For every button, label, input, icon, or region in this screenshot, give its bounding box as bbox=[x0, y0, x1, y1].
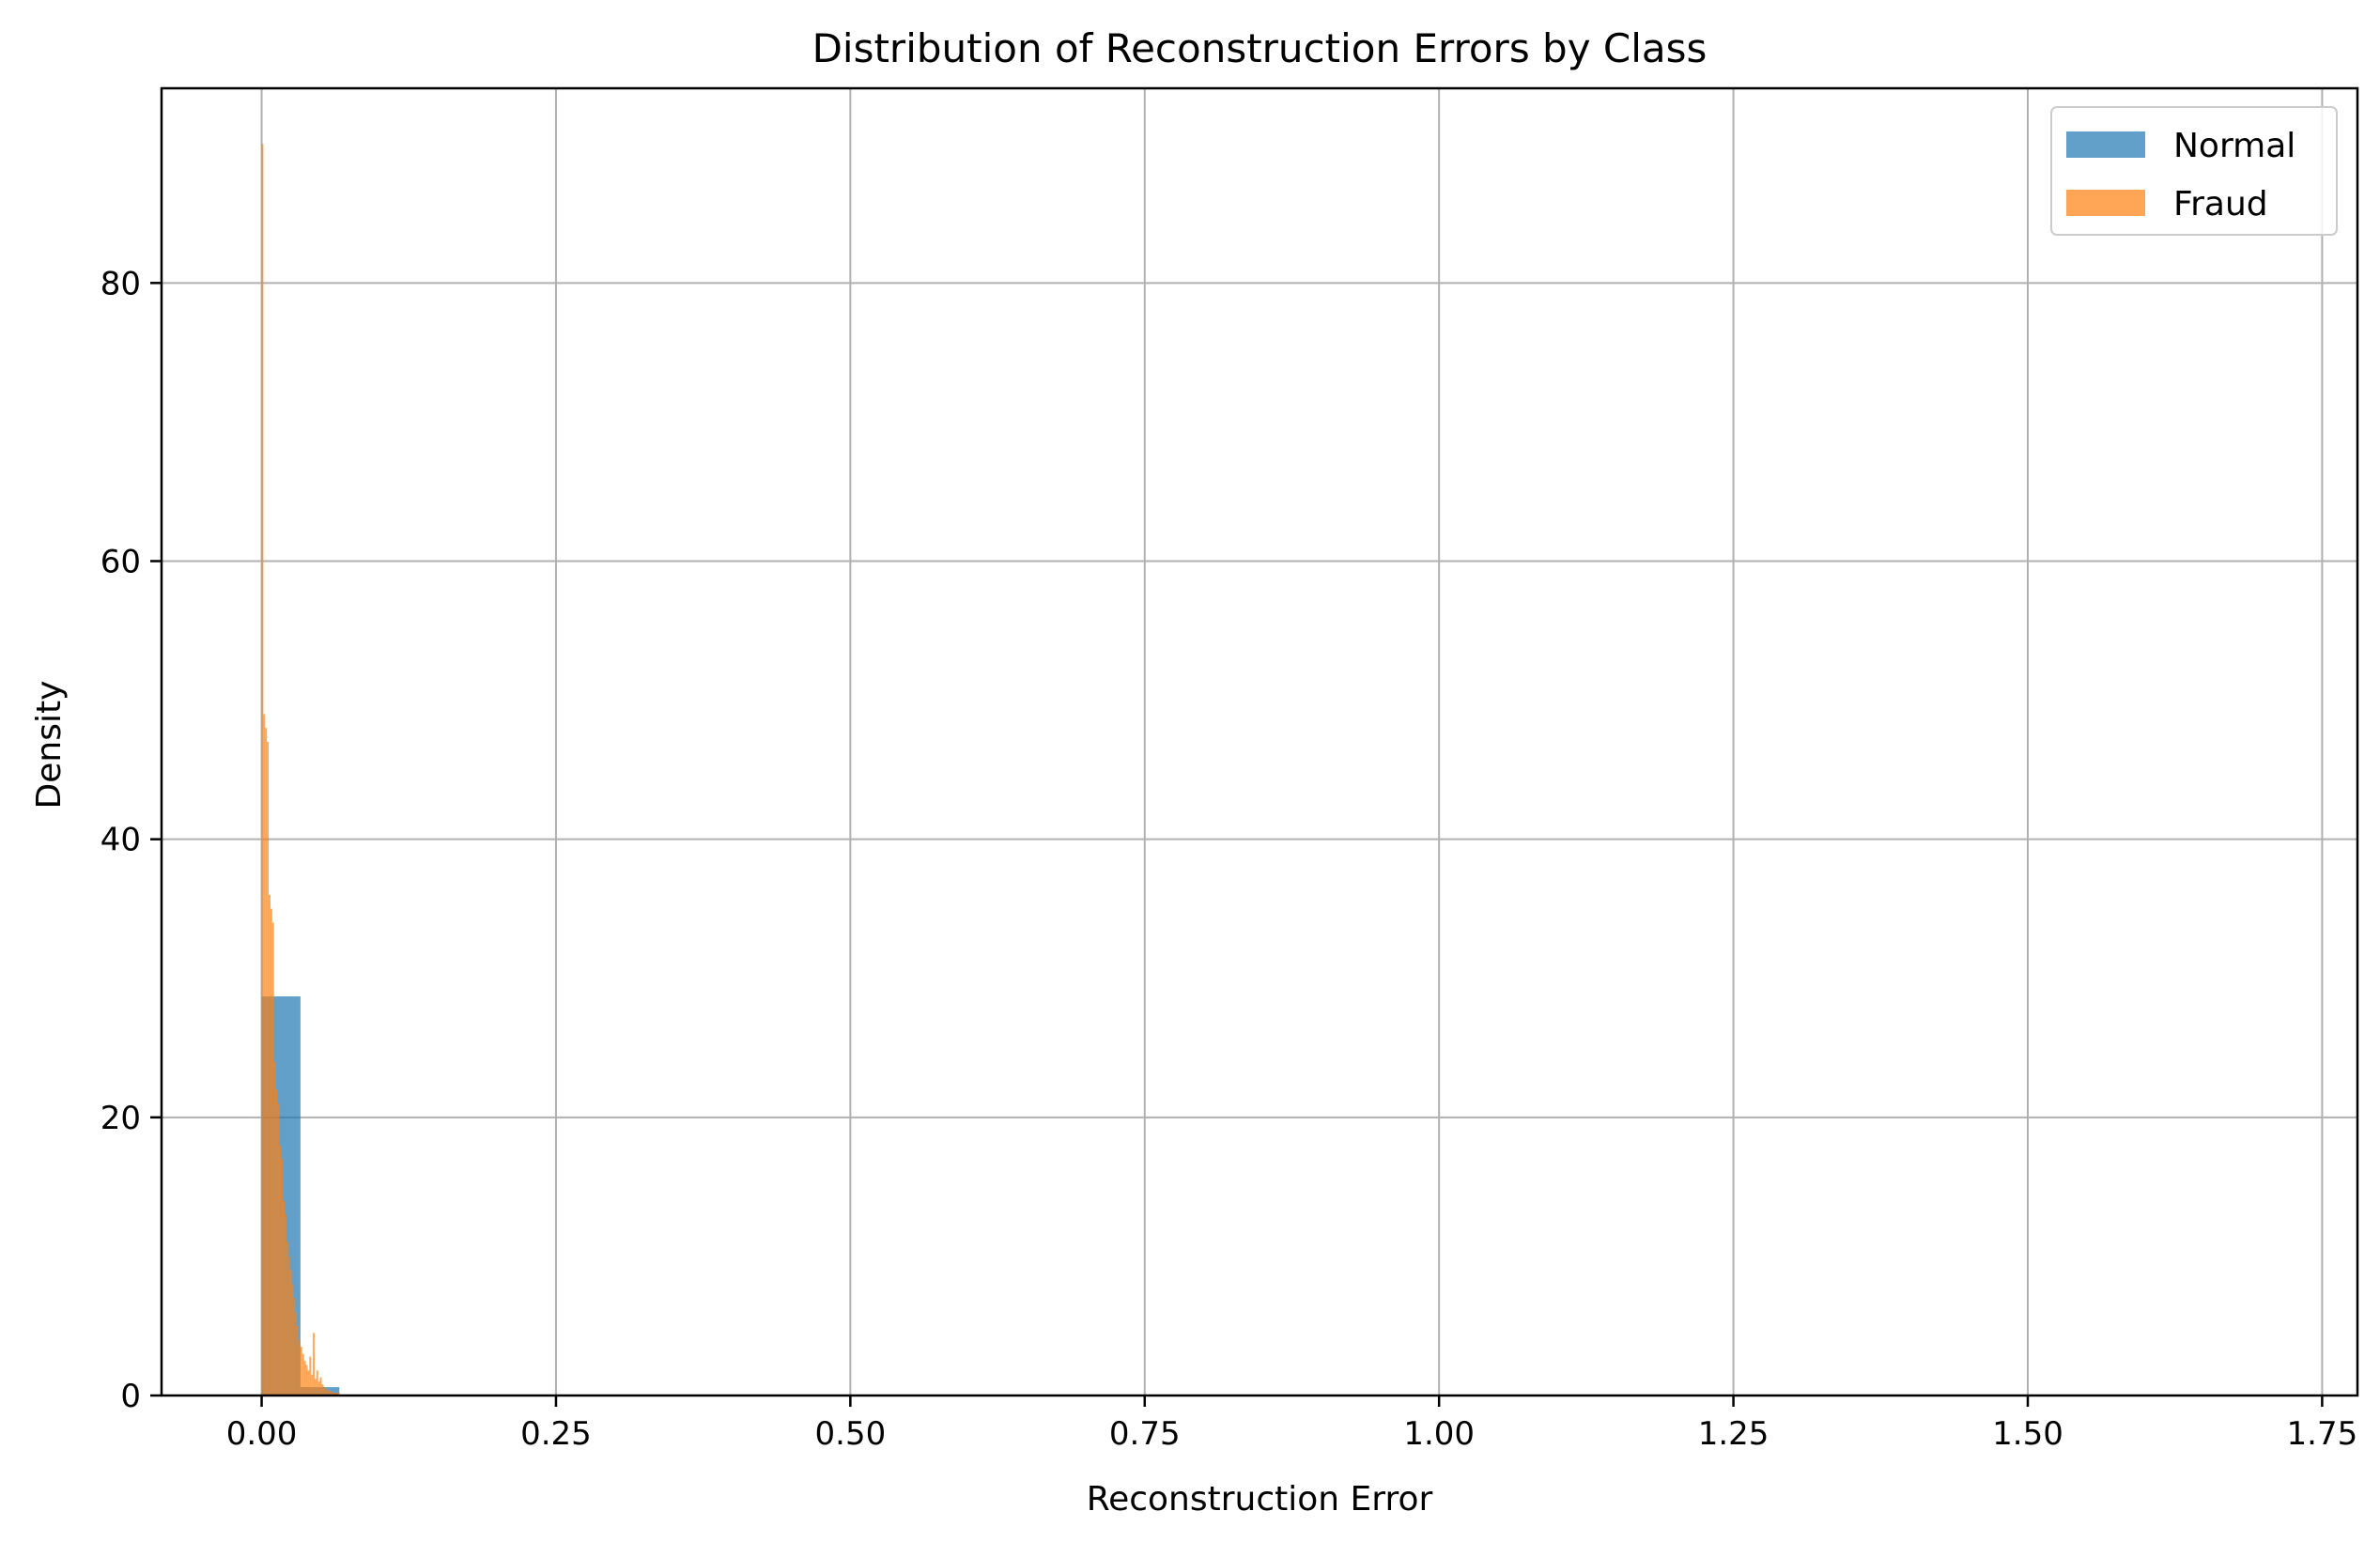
x-tick-label: 1.50 bbox=[1992, 1415, 2063, 1453]
bar-fraud bbox=[321, 1384, 324, 1396]
x-tick-label: 1.75 bbox=[2287, 1415, 2358, 1453]
bar-fraud bbox=[307, 1370, 310, 1396]
bar-fraud bbox=[281, 1159, 284, 1396]
bar-fraud bbox=[277, 1103, 280, 1396]
bar-fraud bbox=[271, 922, 274, 1396]
bar-fraud bbox=[269, 894, 270, 1396]
x-tick-label: 0.25 bbox=[520, 1415, 592, 1453]
bar-fraud bbox=[283, 1200, 286, 1396]
legend: Normal Fraud bbox=[2050, 106, 2338, 236]
bar-fraud bbox=[313, 1333, 315, 1396]
legend-label-fraud: Fraud bbox=[2173, 185, 2268, 224]
legend-swatch-fraud bbox=[2066, 190, 2145, 216]
y-tick-label: 80 bbox=[100, 265, 141, 302]
x-axis-label: Reconstruction Error bbox=[1087, 1480, 1433, 1519]
bar-fraud bbox=[309, 1356, 312, 1396]
bar-fraud bbox=[295, 1312, 298, 1396]
bar-fraud bbox=[329, 1391, 332, 1396]
x-tick-label: 1.25 bbox=[1698, 1415, 1770, 1453]
bar-fraud bbox=[317, 1381, 320, 1396]
bar-fraud bbox=[314, 1379, 317, 1396]
bar-fraud bbox=[301, 1353, 304, 1396]
bar-fraud bbox=[285, 1214, 286, 1396]
bar-fraud bbox=[332, 1393, 340, 1396]
bar-fraud bbox=[323, 1387, 326, 1396]
x-tick-label: 0.00 bbox=[226, 1415, 298, 1453]
bar-fraud bbox=[261, 144, 264, 1396]
y-axis-label: Density bbox=[30, 681, 69, 810]
y-tick-label: 60 bbox=[100, 543, 141, 580]
bar-fraud bbox=[327, 1390, 330, 1396]
bar-fraud bbox=[305, 1365, 308, 1396]
bar-fraud bbox=[299, 1339, 301, 1396]
legend-label-normal: Normal bbox=[2173, 127, 2295, 165]
chart-title: Distribution of Reconstruction Errors by… bbox=[812, 25, 1708, 71]
bar-fraud bbox=[319, 1377, 322, 1396]
bar-fraud bbox=[275, 1089, 278, 1396]
bar-fraud bbox=[265, 728, 268, 1396]
bar-fraud bbox=[297, 1325, 300, 1396]
axis-ticks: 0.00 0.25 0.50 0.75 1.00 1.25 1.50 1.75 0 20 40 60 8… bbox=[100, 265, 2358, 1453]
x-tick-label: 1.00 bbox=[1403, 1415, 1475, 1453]
histogram-bars bbox=[261, 144, 379, 1396]
x-tick-label: 0.50 bbox=[815, 1415, 887, 1453]
bar-fraud bbox=[270, 908, 272, 1396]
bar-fraud bbox=[263, 714, 266, 1396]
bar-fraud bbox=[311, 1374, 314, 1396]
bar-fraud bbox=[325, 1388, 328, 1396]
y-tick-label: 20 bbox=[100, 1100, 141, 1137]
bar-fraud bbox=[267, 742, 270, 1396]
series-fraud-bars bbox=[261, 144, 340, 1396]
x-tick-label: 0.75 bbox=[1109, 1415, 1181, 1453]
plot-frame bbox=[160, 86, 2359, 1397]
bar-fraud bbox=[293, 1298, 296, 1396]
bar-fraud bbox=[287, 1256, 290, 1396]
bar-fraud bbox=[316, 1370, 318, 1396]
bar-fraud bbox=[300, 1347, 302, 1396]
legend-swatch-normal bbox=[2066, 131, 2145, 158]
bar-fraud bbox=[291, 1284, 294, 1396]
bar-fraud bbox=[286, 1242, 288, 1396]
bar-fraud bbox=[289, 1270, 292, 1396]
y-tick-label: 40 bbox=[100, 822, 141, 859]
y-tick-label: 0 bbox=[120, 1378, 141, 1415]
bar-fraud bbox=[279, 1145, 282, 1396]
bar-fraud bbox=[273, 1061, 276, 1396]
bar-fraud bbox=[303, 1360, 306, 1396]
